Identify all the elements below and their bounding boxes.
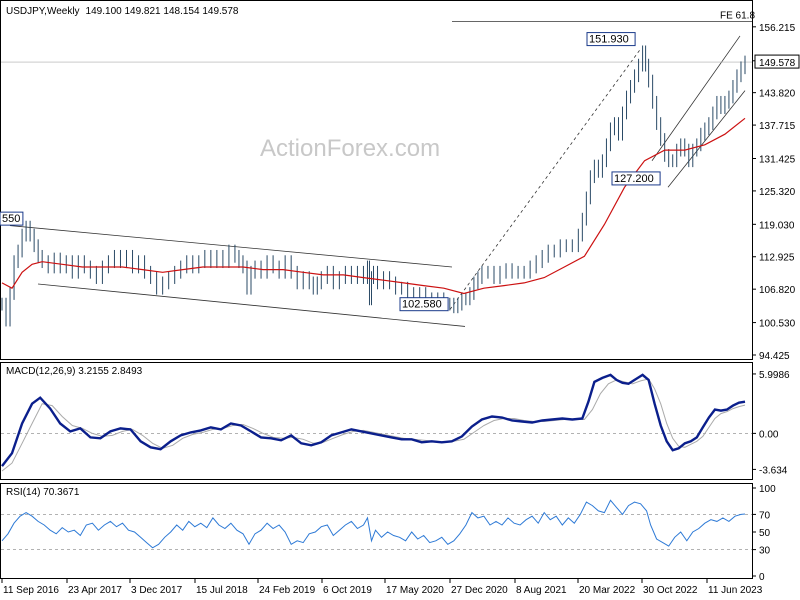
watermark: ActionForex.com (260, 135, 440, 162)
price-axis-label: 156.215 (759, 23, 796, 34)
x-axis-label: 6 Oct 2019 (323, 585, 372, 596)
trendline-lower-channel (37, 283, 466, 327)
rising-channel-upper (651, 35, 741, 161)
price-axis-label: 100.530 (759, 319, 796, 330)
axis-layer: 156.215149.820143.820137.715131.425125.3… (1, 23, 800, 596)
x-axis-label: 30 Oct 2022 (643, 585, 698, 596)
current-price-box (754, 54, 800, 69)
rsi-axis-label: 100 (759, 484, 776, 495)
trendline-upper-channel (9, 225, 453, 268)
x-axis-label: 3 Dec 2017 (131, 585, 183, 596)
rsi-axis-label: 30 (759, 546, 771, 557)
macd-header: MACD(12,26,9) 3.2155 2.8493 (6, 366, 143, 377)
rsi-layer (1, 499, 752, 550)
annotation-fe-618: FE 61.8 (720, 11, 755, 22)
price-axis-label: 112.925 (759, 253, 795, 264)
annotation-label: 102.580 (402, 299, 442, 311)
macd-axis-label: 0.00 (759, 429, 779, 440)
x-axis-label: 15 Jul 2018 (196, 585, 248, 596)
macd-axis-label: -3.634 (759, 465, 788, 476)
macd-layer (1, 373, 752, 472)
x-axis-label: 11 Jun 2023 (708, 585, 763, 596)
x-axis-label: 17 May 2020 (386, 585, 444, 596)
moving-average-line (1, 117, 746, 295)
annotation-label: 151.930 (589, 34, 629, 46)
price-axis-label: 137.715 (759, 121, 796, 132)
annotation-box (611, 171, 661, 186)
annotation-box (399, 297, 449, 312)
annotation-label: 127.200 (614, 173, 654, 185)
price-axis-label: 131.425 (759, 154, 796, 165)
current-price-label: 149.578 (759, 58, 796, 69)
annotation-box (586, 32, 636, 47)
macd-line (1, 373, 746, 467)
x-axis-label: 24 Feb 2019 (259, 585, 316, 596)
price-layer: 151.930 127.200 102.580 550 FE 61.8 (0, 11, 755, 327)
rsi-axis-label: 0 (759, 572, 765, 583)
x-axis-label: 27 Dec 2020 (451, 585, 508, 596)
price-axis-label: 143.820 (759, 89, 796, 100)
rsi-line (1, 499, 746, 549)
price-axis-label: 94.425 (759, 351, 790, 362)
annotation-label: 550 (2, 213, 20, 225)
price-axis-label: 125.320 (759, 187, 796, 198)
macd-axis-label: 5.9986 (759, 370, 790, 381)
x-axis-label: 20 Mar 2022 (579, 585, 636, 596)
price-axis-label: 106.820 (759, 285, 796, 296)
symbol-header: USDJPY,Weekly 149.100 149.821 148.154 149… (6, 6, 239, 17)
rsi-axis-label: 50 (759, 528, 771, 539)
price-axis-label: 119.030 (759, 220, 795, 231)
rsi-axis-label: 70 (759, 510, 771, 521)
x-axis-label: 23 Apr 2017 (68, 585, 122, 596)
rsi-header: RSI(14) 70.3671 (6, 487, 80, 498)
x-axis-label: 11 Sep 2016 (3, 585, 59, 596)
rising-channel-lower (667, 90, 746, 188)
annotation-box (0, 211, 24, 226)
x-axis-label: 8 Aug 2021 (516, 585, 567, 596)
macd-panel-frame (0, 362, 753, 480)
